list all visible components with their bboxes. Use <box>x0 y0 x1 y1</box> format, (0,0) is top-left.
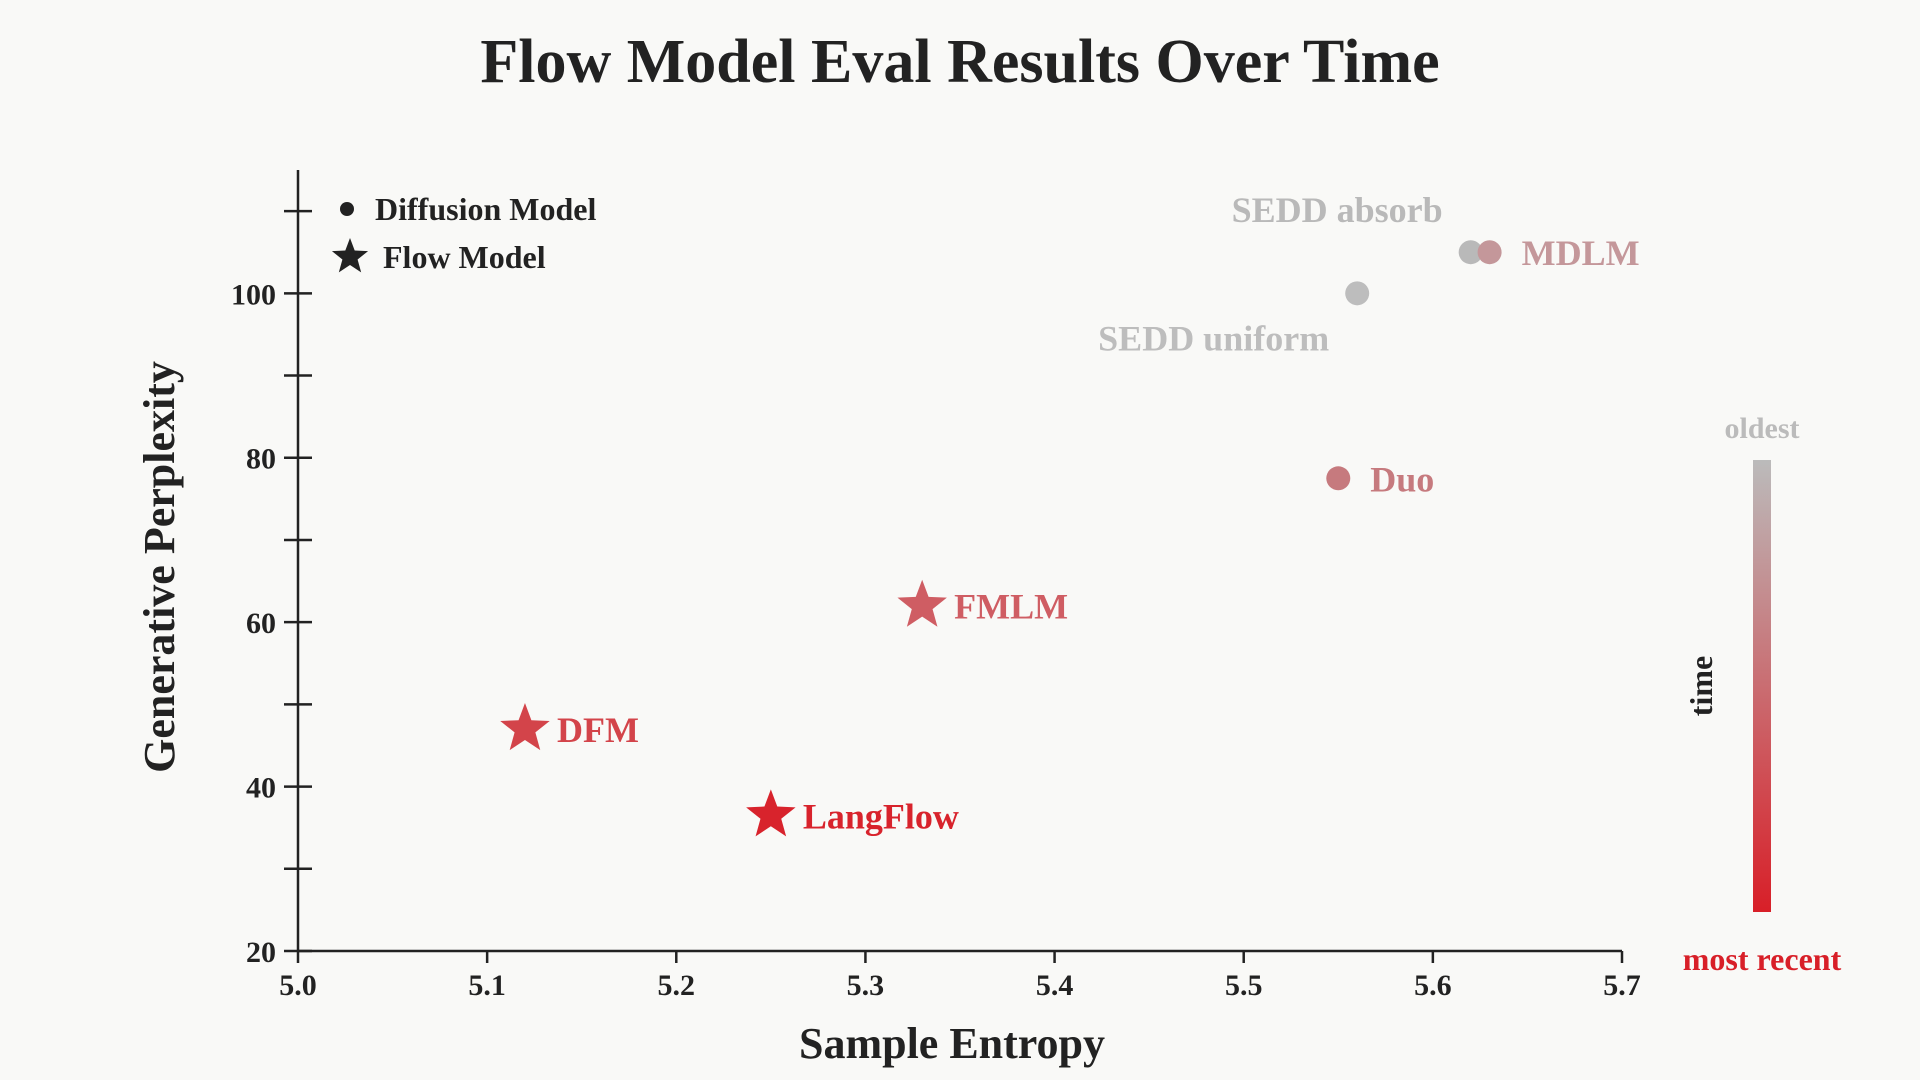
y-tick-label: 40 <box>246 772 276 805</box>
legend-circle-marker <box>340 202 354 216</box>
x-tick-label: 5.2 <box>658 969 696 1002</box>
point-langflow <box>746 789 796 837</box>
colorbar: oldest time most recent <box>1683 412 1842 977</box>
axes <box>296 170 1622 953</box>
x-tick-label: 5.7 <box>1603 969 1641 1002</box>
y-tick-label: 100 <box>231 278 276 311</box>
point-label-langflow: LangFlow <box>803 796 959 836</box>
x-tick-label: 5.1 <box>468 969 506 1002</box>
point-dfm <box>500 703 550 751</box>
ticks: 5.0 5.1 5.2 5.3 5.4 5.5 5.6 5.7 20 40 60 80 100 <box>231 209 1641 1002</box>
colorbar-bottom-label: most recent <box>1683 941 1842 977</box>
point-fmlm <box>897 579 947 627</box>
point-duo <box>1326 466 1351 491</box>
legend: Diffusion Model Flow Model <box>331 191 596 275</box>
x-axis-label: Sample Entropy <box>799 1019 1105 1068</box>
legend-star-marker <box>331 238 369 273</box>
colorbar-gradient <box>1753 460 1771 912</box>
x-tick-label: 5.0 <box>279 969 317 1002</box>
y-tick-label: 20 <box>246 936 276 969</box>
y-axis-label: Generative Perplexity <box>135 361 184 773</box>
point-mdlm <box>1477 240 1502 265</box>
point-label-dfm: DFM <box>557 710 639 750</box>
y-tick-label: 80 <box>246 443 276 476</box>
legend-label-diffusion: Diffusion Model <box>375 191 596 227</box>
point-label-mdlm: MDLM <box>1522 233 1640 273</box>
colorbar-axis-label: time <box>1683 656 1719 716</box>
x-tick-label: 5.6 <box>1414 969 1452 1002</box>
chart-title: Flow Model Eval Results Over Time <box>480 28 1439 96</box>
legend-label-flow: Flow Model <box>383 239 546 275</box>
point-label-fmlm: FMLM <box>954 587 1068 627</box>
x-tick-label: 5.4 <box>1036 969 1074 1002</box>
y-tick-label: 60 <box>246 607 276 640</box>
point-sedd-uniform <box>1345 281 1370 306</box>
data-points: SEDD absorb MDLM SEDD uniform Duo FMLM DFM Lan… <box>500 190 1640 837</box>
point-label-sedd-absorb: SEDD absorb <box>1232 190 1443 230</box>
point-label-duo: Duo <box>1370 459 1434 499</box>
point-sedd-absorb <box>1458 240 1483 265</box>
x-tick-label: 5.5 <box>1225 969 1263 1002</box>
x-tick-label: 5.3 <box>847 969 885 1002</box>
colorbar-top-label: oldest <box>1725 412 1800 445</box>
point-label-sedd-uniform: SEDD uniform <box>1098 318 1329 358</box>
